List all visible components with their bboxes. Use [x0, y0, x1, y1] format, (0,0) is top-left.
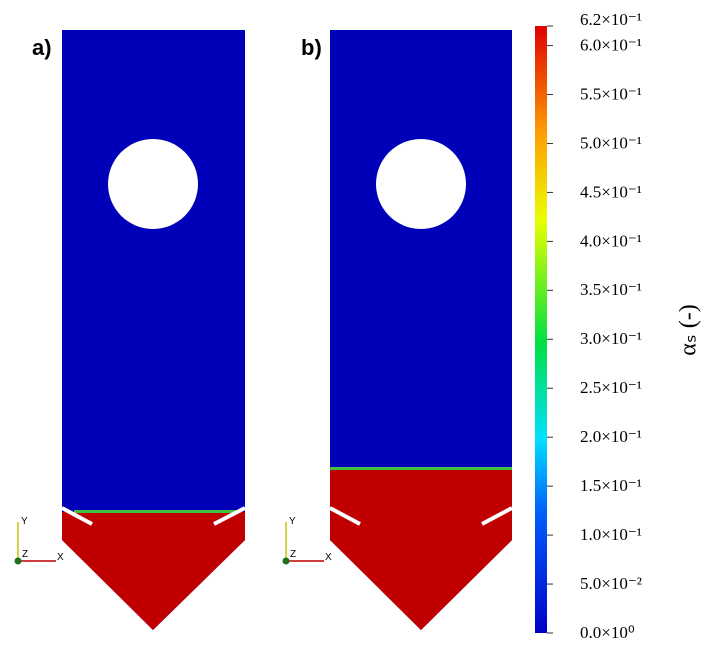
tick-label: 2.5×10⁻¹	[580, 378, 642, 397]
baffle	[213, 506, 246, 526]
triad-label: Z	[22, 549, 28, 560]
triad-label: Y	[289, 516, 296, 527]
tick-label: 2.0×10⁻¹	[580, 427, 642, 446]
tick-label: 4.0×10⁻¹	[580, 231, 642, 250]
tick-label: 0.0×10⁰	[580, 623, 635, 642]
hole	[376, 139, 466, 229]
tick-label: 5.5×10⁻¹	[580, 84, 642, 103]
panel-label: a)	[32, 35, 52, 60]
tick-label: 4.5×10⁻¹	[580, 182, 642, 201]
baffle	[329, 506, 361, 526]
panel-a-field	[62, 30, 245, 630]
tick-label: 6.0×10⁻¹	[580, 35, 642, 54]
tick-label: 6.2×10⁻¹	[580, 10, 642, 29]
tick-label: 1.0×10⁻¹	[580, 525, 642, 544]
hole	[108, 139, 198, 229]
triad-label: Z	[290, 549, 296, 560]
triad-label: X	[57, 552, 64, 563]
tick-label: 5.0×10⁻¹	[580, 133, 642, 152]
panel-label: b)	[301, 35, 322, 60]
triad-label: Y	[21, 516, 28, 527]
axis-triad: Y Z X	[14, 516, 64, 565]
tick-label: 3.0×10⁻¹	[580, 329, 642, 348]
tick-label: 1.5×10⁻¹	[580, 476, 642, 495]
colorbar	[535, 26, 547, 633]
colorbar-title: αₛ (-)	[676, 304, 702, 356]
triad-label: X	[325, 552, 332, 563]
axis-triad: Y Z X	[282, 516, 332, 565]
tick-label: 3.5×10⁻¹	[580, 280, 642, 299]
tick-label: 5.0×10⁻²	[580, 574, 642, 593]
panel-b-field	[330, 30, 512, 630]
baffle	[481, 506, 513, 526]
baffle	[61, 506, 93, 526]
